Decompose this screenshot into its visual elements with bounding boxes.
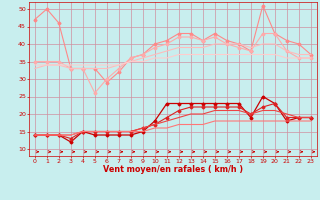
X-axis label: Vent moyen/en rafales ( km/h ): Vent moyen/en rafales ( km/h ) — [103, 165, 243, 174]
